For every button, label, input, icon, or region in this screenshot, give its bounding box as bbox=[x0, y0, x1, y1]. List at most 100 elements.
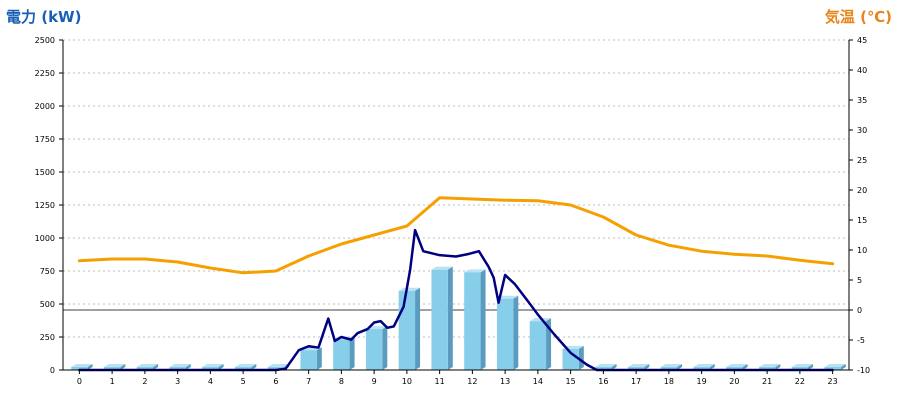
x-tick-label: 7 bbox=[306, 377, 311, 386]
bar-top bbox=[136, 364, 159, 367]
right-tick-label: 5 bbox=[857, 276, 862, 285]
bar-front bbox=[726, 367, 743, 370]
bar-front bbox=[758, 367, 776, 370]
bar-9 bbox=[365, 326, 388, 370]
bar-series bbox=[71, 266, 846, 370]
bar-20 bbox=[726, 364, 748, 370]
bar-side bbox=[742, 364, 748, 370]
x-tick-label: 2 bbox=[142, 377, 147, 386]
bar-side bbox=[513, 295, 519, 370]
x-tick-label: 10 bbox=[402, 377, 412, 386]
temperature-line bbox=[77, 196, 835, 275]
bar-side bbox=[611, 364, 617, 370]
bar-top bbox=[693, 364, 715, 367]
x-tick-label: 5 bbox=[241, 377, 246, 386]
bar-top bbox=[398, 287, 421, 291]
right-tick-label: 40 bbox=[857, 66, 867, 75]
grid-lines bbox=[63, 39, 849, 338]
x-tick-label: 17 bbox=[631, 377, 641, 386]
bar-1 bbox=[103, 364, 126, 370]
bar-3 bbox=[169, 364, 191, 370]
bar-2 bbox=[136, 364, 159, 370]
bar-front bbox=[333, 339, 350, 370]
bar-top bbox=[824, 364, 846, 367]
bar-front bbox=[169, 367, 186, 370]
bar-side bbox=[546, 318, 552, 370]
bar-side bbox=[316, 347, 322, 370]
x-tick-label: 23 bbox=[828, 377, 838, 386]
bar-top bbox=[627, 364, 650, 367]
bar-side bbox=[185, 364, 191, 370]
bar-top bbox=[660, 364, 683, 367]
bar-side bbox=[382, 326, 388, 370]
bar-top bbox=[758, 364, 781, 367]
bar-11 bbox=[431, 266, 453, 370]
axes bbox=[59, 39, 853, 374]
right-tick-label: 30 bbox=[857, 126, 867, 135]
bar-side bbox=[349, 336, 355, 370]
bar-front bbox=[136, 367, 154, 370]
bar-side bbox=[578, 345, 584, 370]
left-tick-label: 1000 bbox=[35, 234, 55, 243]
bar-front bbox=[234, 367, 252, 370]
bar-side bbox=[153, 364, 159, 370]
bar-side bbox=[251, 364, 257, 370]
x-tick-label: 9 bbox=[372, 377, 377, 386]
bar-front bbox=[300, 350, 317, 370]
x-tick-label: 16 bbox=[598, 377, 608, 386]
bar-front bbox=[824, 367, 841, 370]
left-tick-label: 1250 bbox=[35, 201, 55, 210]
left-tick-label: 2250 bbox=[35, 69, 55, 78]
bar-5 bbox=[234, 364, 257, 370]
x-tick-label: 0 bbox=[77, 377, 82, 386]
right-tick-label: 0 bbox=[857, 306, 862, 315]
x-tick-label: 21 bbox=[762, 377, 772, 386]
bar-top bbox=[103, 364, 126, 367]
bar-front bbox=[464, 272, 481, 370]
x-tick-label: 14 bbox=[533, 377, 543, 386]
bar-13 bbox=[496, 295, 519, 370]
bar-front bbox=[431, 269, 448, 370]
bar-top bbox=[595, 364, 617, 367]
bar-side bbox=[218, 364, 224, 370]
left-tick-label: 2500 bbox=[35, 36, 55, 45]
right-tick-label: -5 bbox=[857, 336, 865, 345]
bar-19 bbox=[693, 364, 715, 370]
bar-top bbox=[267, 364, 290, 367]
bar-top bbox=[529, 318, 552, 322]
bar-front bbox=[693, 367, 710, 370]
left-tick-label: 250 bbox=[40, 333, 55, 342]
x-tick-label: 8 bbox=[339, 377, 344, 386]
bar-15 bbox=[562, 345, 584, 370]
x-tick-label: 18 bbox=[664, 377, 674, 386]
bar-top bbox=[496, 295, 519, 299]
bar-17 bbox=[627, 364, 650, 370]
bar-top bbox=[71, 364, 93, 367]
bar-side bbox=[120, 364, 126, 370]
x-tick-label: 19 bbox=[697, 377, 707, 386]
right-tick-label: 15 bbox=[857, 216, 867, 225]
bar-8 bbox=[333, 336, 355, 370]
bar-22 bbox=[791, 364, 814, 370]
bar-side bbox=[709, 364, 715, 370]
x-tick-label: 4 bbox=[208, 377, 213, 386]
x-tick-label: 22 bbox=[795, 377, 805, 386]
bar-front bbox=[791, 367, 809, 370]
bar-front bbox=[103, 367, 121, 370]
bar-18 bbox=[660, 364, 683, 370]
bar-front bbox=[398, 290, 416, 370]
right-tick-label: 25 bbox=[857, 156, 867, 165]
left-tick-label: 1500 bbox=[35, 168, 55, 177]
bar-side bbox=[677, 364, 683, 370]
bar-front bbox=[71, 367, 88, 370]
bar-side bbox=[87, 364, 93, 370]
bar-front bbox=[267, 367, 285, 370]
bar-front bbox=[660, 367, 678, 370]
left-tick-label: 500 bbox=[40, 300, 55, 309]
bar-front bbox=[365, 329, 383, 370]
left-axis-title: 電力 (kW) bbox=[6, 8, 82, 26]
bar-21 bbox=[758, 364, 781, 370]
bar-side bbox=[480, 269, 486, 370]
bar-4 bbox=[202, 364, 224, 370]
